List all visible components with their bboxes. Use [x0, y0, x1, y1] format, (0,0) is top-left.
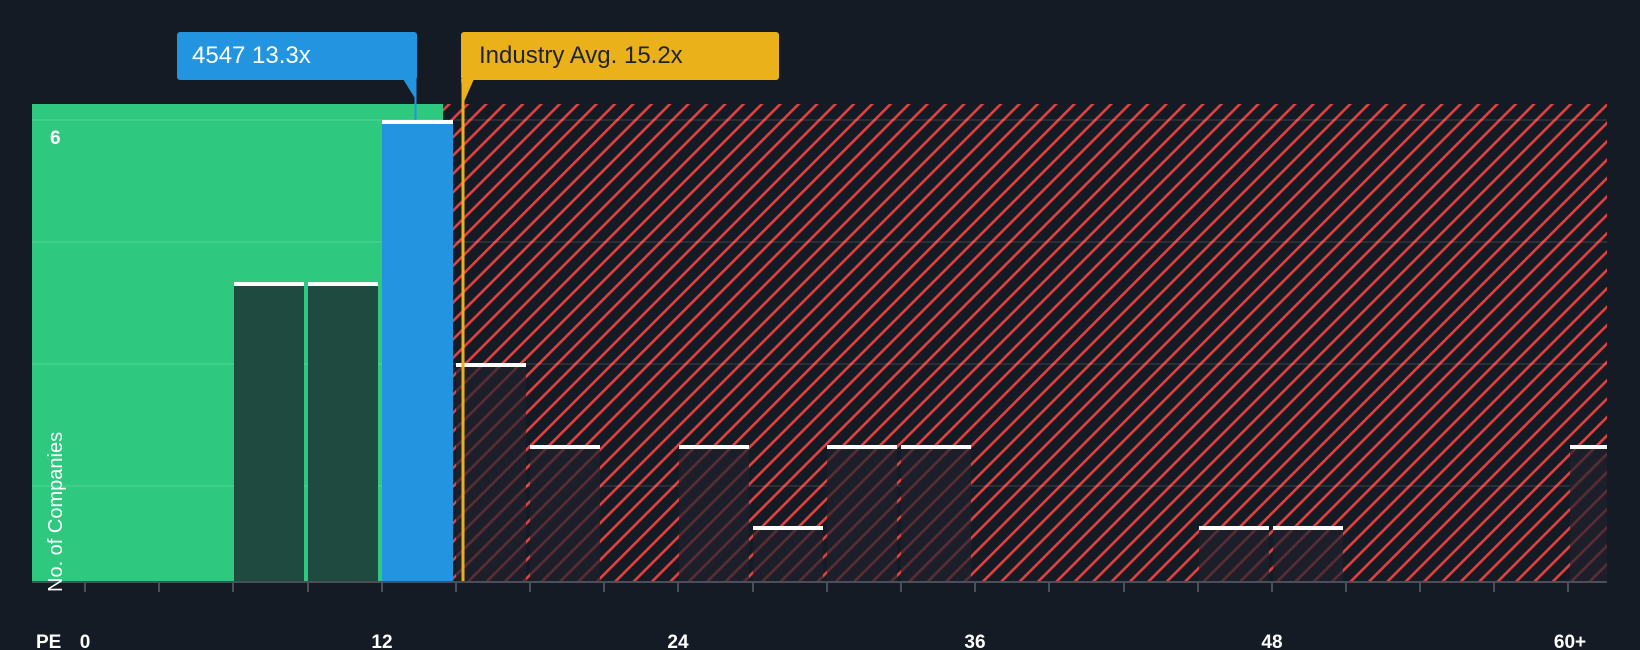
bar-33-36[interactable]	[901, 446, 971, 581]
x-tick-12: 12	[371, 632, 392, 650]
x-tick-36: 36	[964, 632, 985, 650]
bar-12-15-company[interactable]	[382, 121, 453, 581]
industry-avg-pointer	[461, 79, 474, 104]
x-axis-ticks	[84, 582, 1569, 592]
x-axis-label: PE	[36, 632, 61, 650]
x-tick-60-plus: 60+	[1554, 632, 1586, 650]
company-pointer	[403, 79, 416, 100]
y-tick-6: 6	[50, 128, 61, 149]
overvalued-region	[443, 104, 1607, 581]
x-tick-48: 48	[1261, 632, 1282, 650]
bars	[234, 120, 1607, 581]
industry-avg-label: Industry Avg. 15.2x	[479, 42, 683, 69]
company-pe-label: 4547 13.3x	[192, 42, 311, 69]
bar-9-12[interactable]	[308, 283, 378, 581]
x-tick-0: 0	[80, 632, 91, 650]
bar-27-30[interactable]	[753, 527, 823, 581]
bar-6-9[interactable]	[234, 283, 304, 581]
company-pe-callout: 4547 13.3x	[177, 32, 417, 80]
bar-15-18[interactable]	[456, 364, 526, 581]
x-tick-24: 24	[667, 632, 689, 650]
industry-avg-callout: Industry Avg. 15.2x	[461, 32, 779, 80]
bar-48-51[interactable]	[1273, 527, 1343, 581]
bar-18-21[interactable]	[530, 446, 600, 581]
bar-24-27[interactable]	[679, 446, 749, 581]
bar-45-48[interactable]	[1199, 527, 1269, 581]
bar-60-plus[interactable]	[1570, 446, 1607, 581]
bar-30-33[interactable]	[827, 446, 897, 581]
y-axis-label: No. of Companies	[45, 432, 67, 592]
